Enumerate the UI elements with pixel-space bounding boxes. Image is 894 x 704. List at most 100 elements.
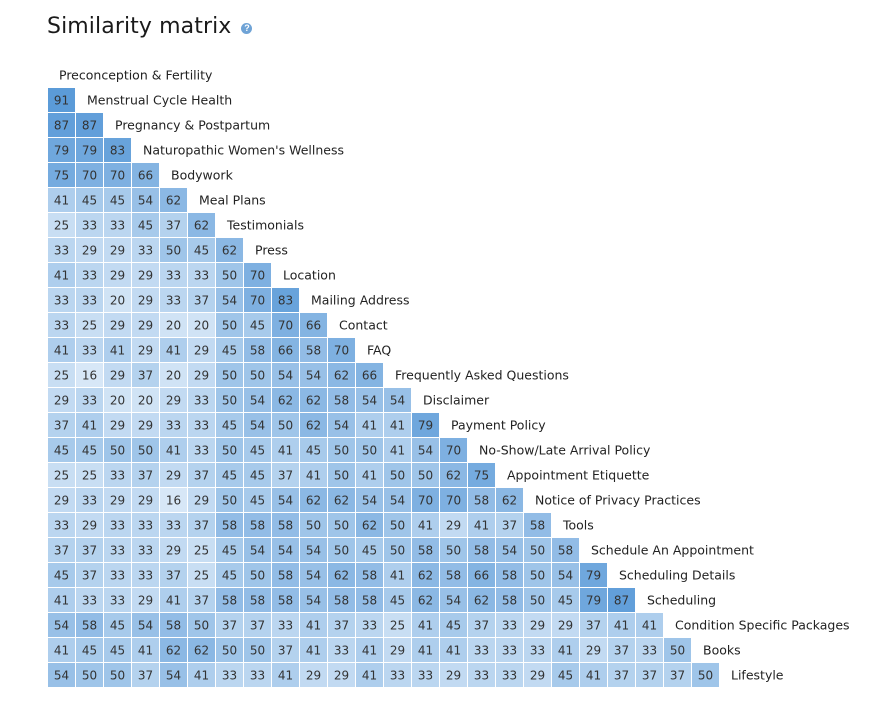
matrix-cell[interactable] [412, 488, 439, 512]
matrix-cell[interactable] [160, 413, 187, 437]
matrix-cell[interactable] [104, 338, 131, 362]
matrix-cell[interactable] [76, 163, 103, 187]
matrix-cell[interactable] [272, 663, 299, 687]
matrix-cell[interactable] [76, 488, 103, 512]
matrix-cell[interactable] [104, 363, 131, 387]
matrix-cell[interactable] [132, 238, 159, 262]
matrix-cell[interactable] [412, 413, 439, 437]
matrix-cell[interactable] [132, 188, 159, 212]
matrix-cell[interactable] [468, 663, 495, 687]
matrix-cell[interactable] [132, 388, 159, 412]
matrix-cell[interactable] [132, 463, 159, 487]
matrix-cell[interactable] [48, 613, 75, 637]
matrix-cell[interactable] [468, 513, 495, 537]
matrix-cell[interactable] [160, 538, 187, 562]
matrix-cell[interactable] [244, 288, 271, 312]
matrix-cell[interactable] [272, 388, 299, 412]
matrix-cell[interactable] [272, 588, 299, 612]
matrix-cell[interactable] [132, 588, 159, 612]
matrix-cell[interactable] [160, 313, 187, 337]
matrix-cell[interactable] [440, 438, 467, 462]
matrix-cell[interactable] [48, 188, 75, 212]
matrix-cell[interactable] [412, 613, 439, 637]
matrix-cell[interactable] [272, 563, 299, 587]
matrix-cell[interactable] [216, 513, 243, 537]
matrix-cell[interactable] [188, 488, 215, 512]
matrix-cell[interactable] [104, 438, 131, 462]
matrix-cell[interactable] [328, 538, 355, 562]
matrix-cell[interactable] [272, 413, 299, 437]
matrix-cell[interactable] [244, 438, 271, 462]
matrix-cell[interactable] [468, 638, 495, 662]
matrix-cell[interactable] [384, 463, 411, 487]
matrix-cell[interactable] [132, 288, 159, 312]
matrix-cell[interactable] [132, 213, 159, 237]
matrix-cell[interactable] [48, 438, 75, 462]
matrix-cell[interactable] [132, 563, 159, 587]
matrix-cell[interactable] [300, 538, 327, 562]
matrix-cell[interactable] [76, 338, 103, 362]
matrix-cell[interactable] [76, 588, 103, 612]
matrix-cell[interactable] [384, 613, 411, 637]
matrix-cell[interactable] [440, 663, 467, 687]
matrix-cell[interactable] [216, 463, 243, 487]
matrix-cell[interactable] [104, 188, 131, 212]
matrix-cell[interactable] [48, 513, 75, 537]
matrix-cell[interactable] [300, 588, 327, 612]
matrix-cell[interactable] [412, 663, 439, 687]
matrix-cell[interactable] [244, 413, 271, 437]
matrix-cell[interactable] [160, 238, 187, 262]
matrix-cell[interactable] [440, 463, 467, 487]
matrix-cell[interactable] [636, 613, 663, 637]
matrix-cell[interactable] [188, 313, 215, 337]
matrix-cell[interactable] [216, 588, 243, 612]
matrix-cell[interactable] [160, 613, 187, 637]
matrix-cell[interactable] [188, 288, 215, 312]
matrix-cell[interactable] [76, 388, 103, 412]
matrix-cell[interactable] [244, 338, 271, 362]
matrix-cell[interactable] [272, 288, 299, 312]
matrix-cell[interactable] [524, 588, 551, 612]
matrix-cell[interactable] [76, 513, 103, 537]
matrix-cell[interactable] [132, 263, 159, 287]
matrix-cell[interactable] [328, 563, 355, 587]
matrix-cell[interactable] [552, 588, 579, 612]
matrix-cell[interactable] [104, 238, 131, 262]
matrix-cell[interactable] [160, 488, 187, 512]
matrix-cell[interactable] [160, 338, 187, 362]
matrix-cell[interactable] [132, 338, 159, 362]
matrix-cell[interactable] [552, 663, 579, 687]
matrix-cell[interactable] [48, 338, 75, 362]
matrix-cell[interactable] [132, 488, 159, 512]
help-icon[interactable]: ? [241, 23, 253, 34]
matrix-cell[interactable] [468, 538, 495, 562]
matrix-cell[interactable] [300, 613, 327, 637]
matrix-cell[interactable] [160, 513, 187, 537]
matrix-cell[interactable] [48, 388, 75, 412]
matrix-cell[interactable] [496, 613, 523, 637]
matrix-cell[interactable] [132, 313, 159, 337]
matrix-cell[interactable] [300, 313, 327, 337]
matrix-cell[interactable] [412, 438, 439, 462]
matrix-cell[interactable] [216, 538, 243, 562]
matrix-cell[interactable] [300, 488, 327, 512]
matrix-cell[interactable] [104, 313, 131, 337]
matrix-cell[interactable] [244, 613, 271, 637]
matrix-cell[interactable] [48, 413, 75, 437]
matrix-cell[interactable] [356, 588, 383, 612]
matrix-cell[interactable] [76, 213, 103, 237]
matrix-cell[interactable] [76, 263, 103, 287]
matrix-cell[interactable] [328, 638, 355, 662]
matrix-cell[interactable] [692, 663, 719, 687]
matrix-cell[interactable] [76, 313, 103, 337]
matrix-cell[interactable] [468, 563, 495, 587]
matrix-cell[interactable] [468, 588, 495, 612]
matrix-cell[interactable] [272, 438, 299, 462]
matrix-cell[interactable] [328, 413, 355, 437]
matrix-cell[interactable] [216, 563, 243, 587]
matrix-cell[interactable] [76, 138, 103, 162]
matrix-cell[interactable] [48, 313, 75, 337]
matrix-cell[interactable] [104, 263, 131, 287]
matrix-cell[interactable] [272, 513, 299, 537]
matrix-cell[interactable] [300, 413, 327, 437]
